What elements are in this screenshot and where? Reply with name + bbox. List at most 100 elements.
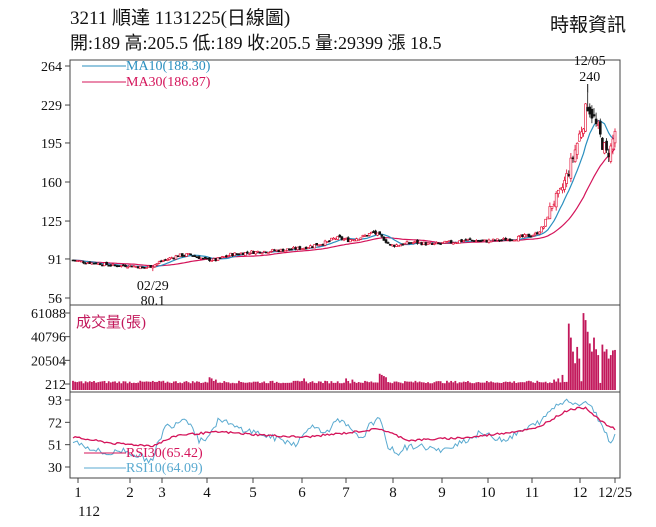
volume-bar — [593, 337, 595, 390]
candle-body — [204, 256, 207, 259]
candle-body — [216, 257, 220, 261]
volume-bar — [502, 382, 505, 390]
volume-bar — [389, 382, 392, 390]
candle-body — [544, 218, 547, 227]
candle-body — [491, 238, 495, 241]
volume-bar — [410, 381, 413, 390]
candle-body — [430, 243, 434, 245]
x-tick-label: 7 — [342, 485, 350, 501]
volume-bar — [355, 382, 358, 390]
volume-bar — [240, 381, 242, 390]
volume-bar — [555, 381, 558, 390]
volume-bar — [588, 343, 591, 390]
legend-ma30: MA30(186.87) — [126, 75, 211, 90]
candle-body — [346, 237, 350, 243]
volume-bar — [101, 381, 104, 390]
volume-bar — [187, 382, 190, 390]
volume-bar — [559, 382, 562, 390]
volume-bar — [273, 382, 276, 390]
volume-bar — [362, 382, 364, 390]
volume-bar — [343, 382, 345, 390]
candle-body — [109, 264, 113, 267]
candle-body — [233, 252, 237, 256]
volume-bar — [181, 383, 184, 390]
volume-bar — [147, 381, 150, 390]
volume-bar — [191, 381, 194, 390]
volume-bar — [229, 383, 232, 390]
candle-body — [433, 243, 436, 245]
volume-bar — [315, 383, 318, 390]
candle-body — [485, 240, 489, 243]
volume-bar — [336, 381, 339, 390]
candle-body — [78, 260, 81, 262]
x-tick-label: 1 — [74, 485, 82, 501]
volume-bar — [551, 382, 553, 390]
candle-body — [105, 261, 108, 266]
volume-bar — [519, 382, 522, 390]
volume-bar — [590, 351, 593, 390]
candle-body — [115, 265, 119, 267]
brand-label: 時報資訊 — [549, 15, 626, 36]
candle-body — [512, 239, 516, 242]
volume-bar — [443, 383, 446, 390]
candle-body — [418, 241, 421, 244]
volume-bar — [376, 382, 379, 390]
candle-body — [435, 242, 438, 244]
candle-body — [611, 138, 615, 150]
candle-body — [567, 174, 571, 177]
candle-body — [275, 249, 279, 252]
x-tick-label: 5 — [249, 485, 257, 501]
volume-tick-label: 20504 — [31, 354, 66, 369]
candle-body — [317, 244, 321, 247]
candle-body — [258, 251, 262, 254]
volume-bar — [290, 382, 293, 390]
volume-bar — [488, 382, 490, 390]
candle-body — [508, 238, 512, 242]
volume-bar — [483, 382, 486, 390]
candle-body — [506, 239, 510, 241]
plot-frame — [69, 59, 621, 479]
candle-body — [220, 256, 224, 259]
candle-body — [412, 242, 415, 244]
volume-bar — [370, 381, 373, 390]
candle-body — [319, 244, 323, 246]
volume-bar — [277, 382, 280, 390]
candle-body — [594, 118, 598, 125]
volume-bar — [378, 373, 381, 390]
candle-body — [134, 266, 138, 268]
candle-body — [451, 242, 455, 245]
volume-bar — [347, 380, 350, 390]
candle-body — [586, 107, 589, 112]
x-tick-label: 2 — [126, 485, 134, 501]
volume-bar — [294, 380, 297, 390]
volume-bar — [233, 383, 236, 390]
volume-bar — [238, 380, 240, 390]
volume-bar — [128, 381, 131, 390]
volume-bar — [280, 383, 282, 390]
volume-bar — [454, 380, 457, 390]
volume-bar — [597, 355, 600, 390]
candle-body — [510, 239, 514, 242]
volume-bar — [206, 382, 209, 390]
volume-bar — [340, 383, 343, 390]
candle-body — [519, 235, 522, 237]
candle-body — [155, 263, 159, 266]
volume-bar — [601, 344, 604, 390]
candle-body — [267, 252, 270, 254]
volume-bar — [563, 381, 566, 390]
volume-bar — [509, 381, 511, 390]
candle-body — [96, 262, 100, 265]
volume-bar — [219, 382, 221, 390]
candle-body — [380, 234, 384, 237]
candle-body — [454, 242, 457, 244]
volume-bar — [469, 382, 471, 390]
volume-bar — [492, 382, 495, 390]
volume-bar — [599, 382, 602, 390]
candle-body — [359, 237, 363, 240]
candle-body — [441, 242, 445, 244]
candle-body — [313, 244, 316, 249]
candle-body — [214, 258, 218, 262]
volume-bar — [534, 382, 537, 390]
candle-body — [227, 255, 230, 257]
volume-bar — [561, 374, 564, 390]
